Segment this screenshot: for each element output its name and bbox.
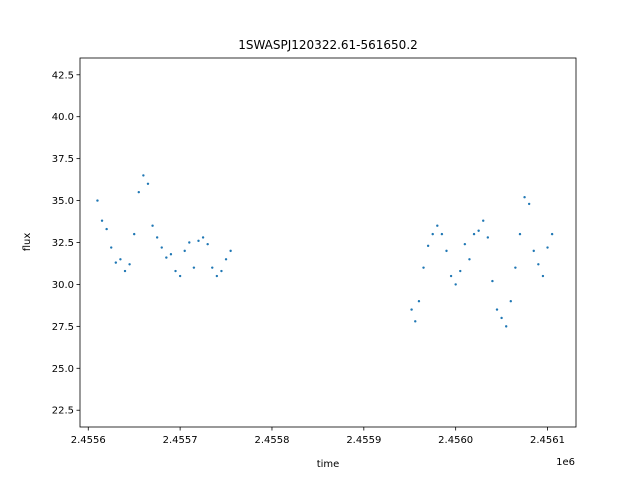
data-point	[486, 236, 490, 239]
chart-title: 1SWASPJ120322.61-561650.2	[238, 38, 418, 52]
data-point	[550, 232, 554, 236]
data-point	[96, 199, 99, 202]
data-point	[495, 308, 499, 311]
data-point	[436, 224, 439, 227]
data-point	[174, 269, 177, 273]
x-axis-label: time	[317, 459, 340, 470]
x-tick-label: 2.4556	[71, 435, 106, 446]
data-point	[417, 300, 421, 303]
data-point	[142, 174, 145, 177]
data-point	[445, 249, 448, 253]
data-point	[128, 263, 131, 266]
y-axis-label: flux	[22, 233, 33, 252]
data-point	[527, 202, 531, 206]
data-point	[414, 320, 417, 323]
y-tick-label: 27.5	[52, 322, 74, 333]
data-point	[188, 241, 191, 244]
data-point	[211, 266, 214, 269]
x-tick-label: 2.4559	[346, 435, 381, 446]
y-tick-label: 32.5	[52, 238, 74, 249]
data-point	[532, 249, 535, 253]
y-tick-label: 40.0	[52, 112, 74, 123]
data-point	[500, 316, 503, 320]
data-point	[110, 246, 113, 249]
data-point	[155, 236, 159, 239]
data-point	[132, 232, 136, 236]
data-point	[504, 325, 508, 328]
data-point	[426, 244, 430, 248]
data-point	[114, 261, 118, 264]
data-point	[146, 182, 150, 185]
data-point	[220, 269, 223, 273]
data-point	[463, 242, 467, 246]
data-points	[96, 174, 554, 328]
plot-frame	[79, 57, 577, 428]
data-point	[472, 232, 476, 236]
y-tick-label: 35.0	[52, 196, 74, 207]
data-point	[509, 300, 512, 303]
data-point	[491, 279, 494, 283]
data-point	[482, 219, 485, 222]
x-tick-label: 2.4560	[438, 435, 473, 446]
y-tick-label: 25.0	[52, 364, 74, 375]
data-point	[229, 249, 232, 253]
data-point	[541, 274, 545, 278]
data-point	[546, 246, 549, 249]
data-point	[477, 229, 480, 232]
data-point	[123, 269, 127, 273]
data-point	[224, 258, 228, 261]
data-point	[523, 196, 526, 199]
data-point	[192, 266, 196, 269]
data-point	[206, 242, 209, 246]
x-offset-label: 1e6	[556, 457, 575, 468]
data-point	[201, 236, 205, 239]
data-point	[537, 263, 540, 266]
y-tick-label: 42.5	[52, 70, 74, 81]
y-tick-label: 30.0	[52, 280, 74, 291]
data-point	[105, 227, 108, 231]
data-point	[178, 274, 182, 278]
data-point	[151, 224, 154, 227]
data-point	[215, 274, 219, 278]
data-point	[459, 269, 462, 273]
y-axis: 22.5 25.0 27.5 30.0 32.5 35.0 37.5 40.0 42.5	[52, 70, 80, 417]
data-point	[454, 283, 457, 286]
data-point	[449, 274, 453, 278]
data-point	[160, 246, 163, 249]
data-point	[440, 232, 444, 236]
y-tick-label: 37.5	[52, 154, 74, 165]
data-point	[514, 266, 517, 269]
data-point	[183, 249, 186, 253]
x-tick-label: 2.4557	[163, 435, 198, 446]
x-axis: 2.4556 2.4557 2.4558 2.4559 2.4560 2.4561	[71, 427, 565, 446]
data-point	[169, 253, 173, 256]
data-point	[518, 232, 522, 236]
data-point	[100, 219, 104, 222]
data-point	[197, 239, 200, 243]
data-point	[422, 266, 425, 269]
x-tick-label: 2.4558	[254, 435, 289, 446]
data-point	[137, 190, 140, 194]
y-tick-label: 22.5	[52, 406, 74, 417]
data-point	[410, 308, 413, 311]
data-point	[165, 256, 168, 259]
data-point	[119, 258, 122, 261]
data-point	[431, 232, 434, 236]
x-tick-label: 2.4561	[530, 435, 565, 446]
data-point	[468, 258, 471, 261]
